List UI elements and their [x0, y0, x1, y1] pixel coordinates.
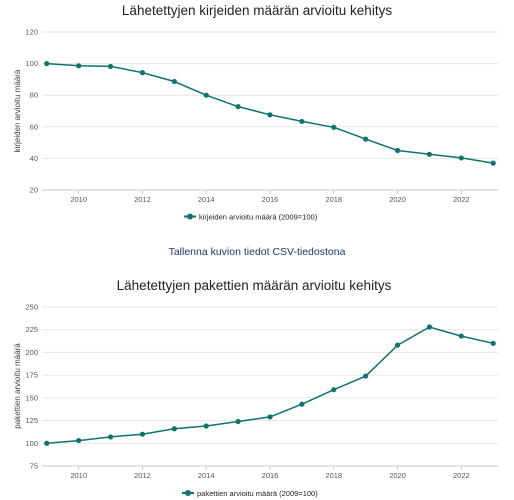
data-point[interactable] — [171, 426, 177, 432]
data-point[interactable] — [363, 136, 369, 142]
y-tick-label: 80 — [30, 91, 38, 100]
data-point[interactable] — [76, 437, 82, 444]
legend-marker — [185, 490, 191, 496]
data-point[interactable] — [235, 103, 241, 110]
x-tick-label: 2012 — [134, 471, 151, 480]
gridlines — [42, 306, 498, 444]
x-tick-label: 2012 — [134, 195, 151, 204]
data-point[interactable] — [203, 92, 209, 98]
series-path — [46, 326, 494, 445]
data-point[interactable] — [394, 342, 401, 348]
data-point[interactable] — [107, 434, 114, 440]
x-axis-ticks: 2010 2012 2014 2016 2018 2020 2022 — [42, 189, 498, 204]
series-line[interactable] — [44, 61, 496, 166]
data-point[interactable] — [107, 63, 114, 70]
data-point[interactable] — [235, 418, 241, 425]
y-tick-label: 100 — [25, 439, 38, 448]
data-point[interactable] — [426, 324, 433, 330]
y-axis-label: pakettien arvioitu määrä — [13, 343, 22, 429]
data-point[interactable] — [490, 160, 496, 166]
x-tick-label: 2020 — [389, 195, 406, 204]
data-point[interactable] — [299, 401, 305, 407]
data-point[interactable] — [267, 112, 273, 118]
y-tick-label: 120 — [25, 28, 38, 37]
x-tick-label: 2020 — [389, 471, 406, 480]
data-point[interactable] — [139, 70, 146, 76]
data-point[interactable] — [203, 423, 209, 429]
y-tick-label: 75 — [30, 462, 38, 471]
data-point[interactable] — [426, 151, 433, 157]
y-axis-ticks: 75 100 125 150 175 200 225 250 — [25, 303, 38, 471]
save-csv-link[interactable]: Tallenna kuvion tiedot CSV-tiedostona — [168, 246, 346, 258]
gridlines — [42, 31, 498, 159]
data-point[interactable] — [458, 155, 464, 161]
y-tick-label: 250 — [25, 303, 38, 312]
x-tick-label: 2018 — [325, 195, 342, 204]
letters-chart: Lähetettyjen kirjeiden määrän arvioitu k… — [13, 3, 498, 222]
y-axis-label: kirjeiden arvioitu määrä — [13, 69, 22, 152]
y-tick-label: 40 — [30, 154, 38, 163]
data-point[interactable] — [171, 78, 177, 85]
series-line[interactable] — [44, 324, 496, 446]
legend-label[interactable]: kirjeiden arvioitu määrä (2009=100) — [199, 213, 318, 222]
data-point[interactable] — [490, 340, 496, 346]
data-point[interactable] — [44, 61, 50, 67]
y-tick-label: 150 — [25, 393, 38, 402]
x-tick-label: 2016 — [262, 471, 279, 480]
data-point[interactable] — [76, 63, 82, 69]
data-point[interactable] — [139, 431, 146, 437]
data-point[interactable] — [363, 373, 369, 379]
legend[interactable]: kirjeiden arvioitu määrä (2009=100) — [184, 213, 318, 222]
data-point[interactable] — [394, 147, 401, 154]
y-tick-label: 125 — [25, 416, 38, 425]
data-point[interactable] — [458, 333, 464, 339]
legend[interactable]: pakettien arvioitu määrä (2009=100) — [182, 489, 318, 498]
x-tick-label: 2014 — [198, 195, 215, 204]
x-tick-label: 2010 — [70, 471, 87, 480]
chart-title: Lähetettyjen pakettien määrän arvioitu k… — [117, 278, 392, 293]
x-tick-label: 2016 — [262, 195, 279, 204]
y-tick-label: 175 — [25, 371, 38, 380]
data-point[interactable] — [267, 414, 273, 420]
y-axis-ticks: 20 40 60 80 100 120 — [25, 28, 38, 195]
y-tick-label: 60 — [30, 122, 38, 131]
packages-chart: Lähetettyjen pakettien määrän arvioitu k… — [13, 278, 498, 498]
y-tick-label: 100 — [25, 59, 38, 68]
x-tick-label: 2010 — [70, 195, 87, 204]
x-tick-label: 2022 — [453, 195, 470, 204]
y-tick-label: 200 — [25, 348, 38, 357]
data-point[interactable] — [44, 440, 50, 446]
legend-label[interactable]: pakettien arvioitu määrä (2009=100) — [197, 489, 318, 498]
x-axis-ticks: 2010 2012 2014 2016 2018 2020 2022 — [42, 465, 498, 480]
x-tick-label: 2014 — [198, 471, 215, 480]
data-point[interactable] — [331, 387, 337, 393]
x-tick-label: 2018 — [325, 471, 342, 480]
y-tick-label: 20 — [30, 186, 38, 195]
data-point[interactable] — [299, 118, 305, 125]
x-tick-label: 2022 — [453, 471, 470, 480]
y-tick-label: 225 — [25, 325, 38, 334]
chart-title: Lähetettyjen kirjeiden määrän arvioitu k… — [122, 3, 392, 18]
data-point[interactable] — [331, 124, 337, 130]
legend-marker — [187, 213, 193, 220]
